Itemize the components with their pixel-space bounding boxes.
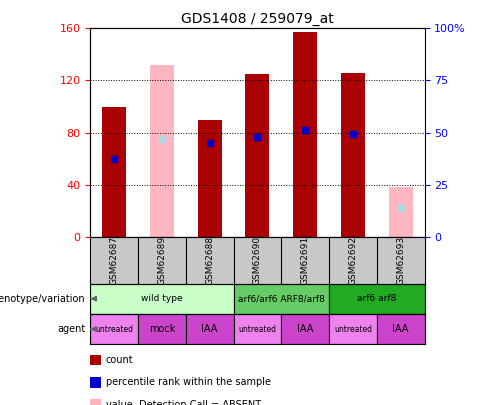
Bar: [341, 72, 365, 237]
Text: count: count: [106, 355, 134, 365]
Text: arf6 arf8: arf6 arf8: [357, 294, 396, 303]
Text: GSM62688: GSM62688: [205, 236, 214, 285]
Text: IAA: IAA: [202, 324, 218, 334]
Bar: [329, 314, 377, 344]
Text: IAA: IAA: [392, 324, 409, 334]
Text: GSM62693: GSM62693: [396, 236, 405, 285]
Bar: [234, 284, 329, 314]
Bar: [90, 284, 234, 314]
Bar: [245, 74, 269, 237]
Text: IAA: IAA: [297, 324, 313, 334]
Bar: [198, 119, 222, 237]
Text: GSM62689: GSM62689: [158, 236, 166, 285]
Text: GSM62687: GSM62687: [110, 236, 119, 285]
Text: GSM62690: GSM62690: [253, 236, 262, 285]
Text: percentile rank within the sample: percentile rank within the sample: [106, 377, 271, 387]
Text: GSM62692: GSM62692: [348, 236, 357, 285]
Bar: [138, 314, 186, 344]
Bar: [234, 314, 281, 344]
Text: mock: mock: [149, 324, 175, 334]
Bar: [329, 284, 425, 314]
Text: untreated: untreated: [334, 324, 372, 334]
Bar: [186, 314, 234, 344]
Text: untreated: untreated: [239, 324, 276, 334]
Bar: [281, 314, 329, 344]
Bar: [102, 107, 126, 237]
Title: GDS1408 / 259079_at: GDS1408 / 259079_at: [181, 12, 334, 26]
Bar: [90, 314, 138, 344]
Bar: [293, 32, 317, 237]
Text: untreated: untreated: [95, 324, 133, 334]
Text: value, Detection Call = ABSENT: value, Detection Call = ABSENT: [106, 400, 261, 405]
Text: wild type: wild type: [141, 294, 183, 303]
Bar: [150, 65, 174, 237]
Text: GSM62691: GSM62691: [301, 236, 310, 285]
Text: genotype/variation: genotype/variation: [0, 294, 85, 304]
Bar: [377, 314, 425, 344]
Bar: [389, 188, 413, 237]
Text: agent: agent: [57, 324, 85, 334]
Text: arf6/arf6 ARF8/arf8: arf6/arf6 ARF8/arf8: [238, 294, 325, 303]
